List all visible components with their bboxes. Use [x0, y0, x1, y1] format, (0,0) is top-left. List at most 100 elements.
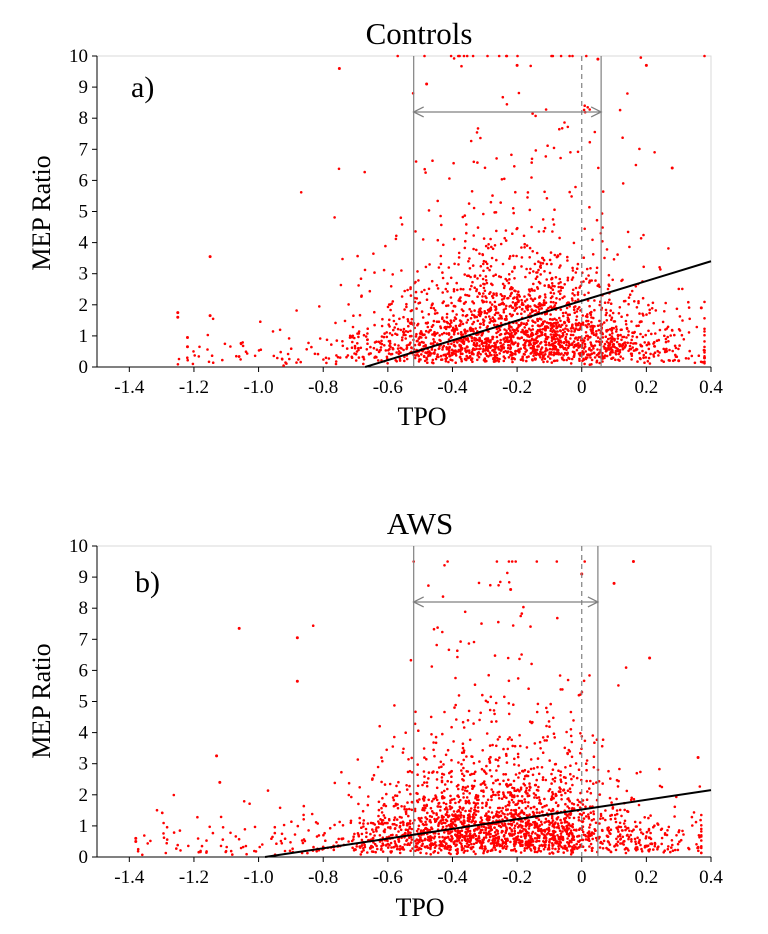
scatter-point — [618, 821, 622, 825]
scatter-point — [366, 338, 369, 342]
scatter-point — [620, 345, 624, 348]
scatter-point — [493, 654, 497, 657]
scatter-point — [465, 223, 468, 226]
scatter-point — [552, 337, 556, 341]
scatter-point — [358, 821, 362, 825]
scatter-point — [464, 809, 467, 813]
scatter-point — [386, 362, 389, 365]
scatter-point — [615, 778, 619, 782]
scatter-point — [576, 150, 580, 154]
scatter-point — [191, 362, 195, 366]
scatter-point — [557, 290, 560, 293]
scatter-point — [442, 331, 446, 335]
scatter-point — [559, 774, 562, 777]
scatter-point — [653, 841, 657, 845]
scatter-point — [372, 830, 375, 834]
scatter-point — [543, 284, 546, 287]
scatter-point — [585, 54, 588, 58]
scatter-point — [592, 812, 596, 816]
scatter-point — [495, 844, 499, 847]
scatter-point — [487, 315, 491, 318]
scatter-point — [543, 797, 546, 801]
scatter-point — [377, 800, 381, 804]
scatter-point — [334, 360, 338, 363]
scatter-point — [443, 783, 447, 786]
scatter-point — [545, 724, 548, 728]
scatter-point — [567, 807, 571, 810]
scatter-point — [424, 820, 427, 824]
scatter-point — [491, 790, 495, 794]
scatter-point — [650, 307, 654, 310]
scatter-point — [535, 560, 539, 563]
scatter-point — [338, 820, 342, 824]
x-tick-label: -0.4 — [437, 377, 468, 398]
scatter-point — [614, 358, 617, 362]
scatter-point — [506, 738, 510, 741]
scatter-point — [366, 822, 370, 825]
scatter-point — [601, 351, 604, 355]
scatter-point — [472, 314, 476, 317]
scatter-point — [700, 830, 703, 833]
scatter-point — [408, 836, 411, 839]
scatter-point — [519, 744, 522, 748]
scatter-point — [439, 339, 442, 343]
scatter-point — [408, 769, 412, 773]
scatter-point — [568, 357, 571, 361]
scatter-point — [424, 171, 427, 174]
scatter-point — [487, 343, 491, 347]
scatter-point — [554, 794, 557, 798]
scatter-point — [634, 825, 638, 828]
scatter-point — [392, 319, 396, 323]
scatter-point — [554, 847, 557, 851]
scatter-point — [578, 359, 581, 363]
scatter-point — [595, 340, 598, 343]
scatter-point — [529, 267, 532, 271]
scatter-point — [290, 820, 293, 823]
scatter-point — [416, 784, 420, 788]
scatter-point — [482, 292, 485, 295]
scatter-point — [453, 797, 456, 801]
scatter-point — [491, 834, 495, 838]
scatter-point — [687, 847, 691, 851]
scatter-point — [289, 841, 292, 844]
scatter-point — [360, 838, 364, 842]
scatter-point — [687, 357, 690, 360]
scatter-point — [408, 819, 412, 823]
scatter-point — [504, 842, 508, 845]
scatter-point — [509, 294, 512, 298]
scatter-point — [496, 759, 500, 762]
scatter-point — [615, 826, 618, 830]
scatter-point — [563, 295, 566, 298]
scatter-point — [590, 343, 593, 346]
scatter-point — [537, 785, 540, 789]
scatter-point — [562, 358, 566, 362]
scatter-point — [541, 262, 545, 265]
scatter-point — [552, 342, 555, 345]
scatter-point — [598, 793, 602, 796]
scatter-point — [375, 829, 378, 833]
scatter-point — [537, 230, 541, 233]
scatter-point — [335, 354, 338, 357]
scatter-point — [520, 336, 523, 340]
scatter-point — [565, 820, 569, 824]
scatter-point — [558, 292, 562, 296]
scatter-point — [485, 826, 488, 830]
scatter-point — [425, 82, 429, 86]
scatter-point — [405, 808, 409, 811]
scatter-point — [410, 756, 414, 760]
scatter-point — [495, 258, 498, 262]
scatter-point — [459, 287, 463, 291]
scatter-point — [660, 359, 663, 362]
scatter-point — [530, 347, 534, 350]
x-tick-label: -0.2 — [502, 867, 532, 888]
scatter-point — [529, 305, 532, 308]
scatter-point — [470, 310, 473, 313]
scatter-point — [604, 308, 608, 312]
scatter-point — [556, 330, 559, 333]
scatter-point — [448, 844, 452, 848]
scatter-point — [356, 758, 360, 761]
scatter-point — [466, 719, 470, 722]
scatter-point — [534, 832, 537, 835]
scatter-point — [357, 802, 360, 806]
scatter-point — [647, 341, 650, 344]
